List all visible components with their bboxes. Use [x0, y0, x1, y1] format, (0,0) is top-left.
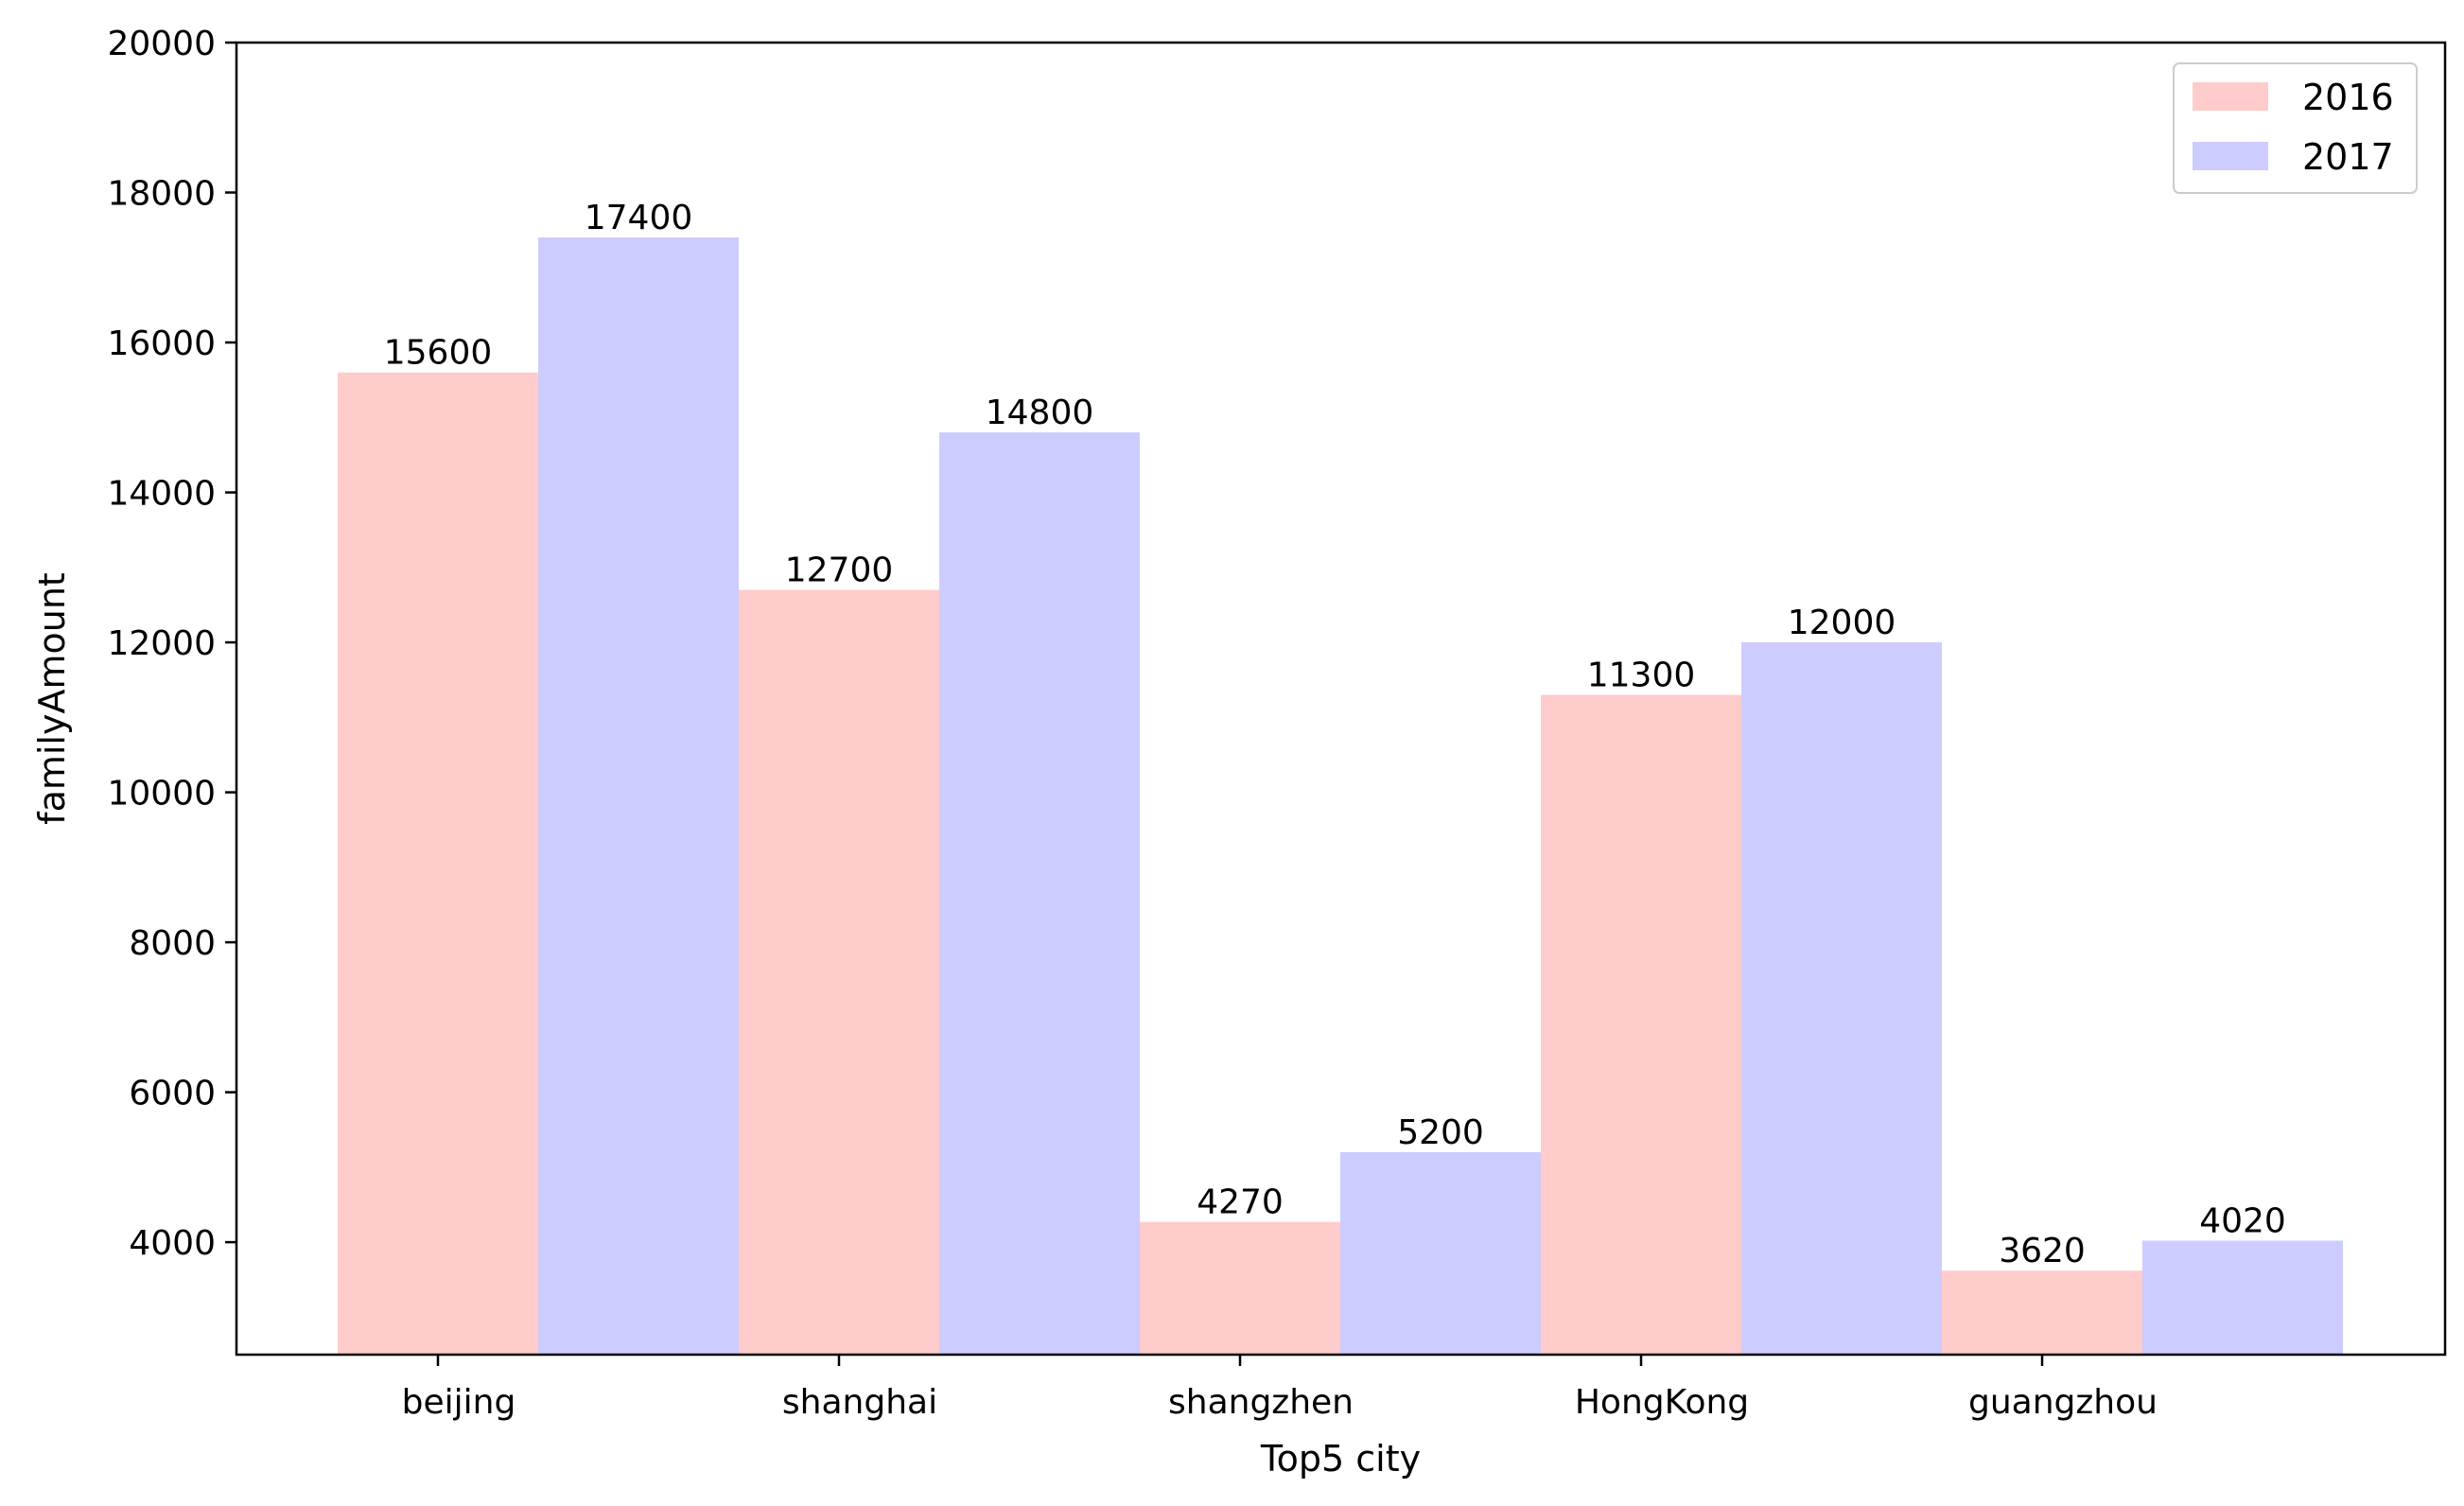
bar-value-label: 5200 — [1397, 1113, 1484, 1152]
bar-2017-HongKong — [1741, 642, 1942, 1355]
bar-value-label: 17400 — [585, 199, 693, 237]
bar-value-label: 4270 — [1197, 1183, 1284, 1222]
y-tick-label: 10000 — [107, 775, 216, 814]
y-tick-label: 12000 — [107, 624, 216, 663]
x-tick-label: shangzhen — [1168, 1383, 1354, 1422]
x-axis-label: Top5 city — [1260, 1438, 1421, 1480]
bar-labels-group: 15600 17400 12700 14800 4270 5200 11300 12000 36… — [384, 199, 2286, 1270]
legend-swatch-2016 — [2193, 82, 2268, 111]
bar-value-label: 14800 — [986, 394, 1094, 432]
bar-2016-shanghai — [739, 589, 939, 1355]
y-tick-label: 18000 — [107, 175, 216, 214]
y-tick-label: 14000 — [107, 475, 216, 514]
bar-2017-guangzhou — [2142, 1240, 2343, 1355]
bars-group — [338, 237, 2343, 1355]
y-tick-label: 8000 — [129, 924, 216, 963]
x-axis-ticks: beijing shanghai shangzhen HongKong guangzho… — [402, 1355, 2158, 1422]
bar-value-label: 11300 — [1587, 657, 1696, 695]
bar-value-label: 4020 — [2199, 1202, 2286, 1241]
legend-label: 2016 — [2302, 77, 2394, 118]
legend-swatch-2017 — [2193, 142, 2268, 170]
y-tick-label: 6000 — [129, 1075, 216, 1113]
legend-label: 2017 — [2302, 136, 2394, 178]
y-axis-ticks: 4000 6000 8000 10000 12000 14000 16000 18000 200… — [107, 25, 236, 1263]
x-tick-label: beijing — [402, 1383, 516, 1422]
plot-area-frame — [235, 41, 2447, 1357]
bar-value-label: 12700 — [785, 552, 894, 590]
bar-value-label: 3620 — [1999, 1232, 2086, 1270]
bar-value-label: 15600 — [384, 334, 493, 373]
bar-2016-guangzhou — [1942, 1270, 2142, 1355]
x-tick-label: shanghai — [782, 1383, 937, 1422]
bar-2017-shangzhen — [1340, 1152, 1541, 1355]
y-tick-label: 16000 — [107, 324, 216, 363]
x-tick-label: guangzhou — [1968, 1383, 2158, 1422]
x-tick-label: HongKong — [1575, 1383, 1749, 1422]
bar-2017-beijing — [538, 237, 739, 1355]
bar-2017-shanghai — [939, 432, 1140, 1355]
bar-2016-beijing — [338, 372, 538, 1355]
bar-2016-HongKong — [1541, 694, 1741, 1355]
y-tick-label: 4000 — [129, 1224, 216, 1263]
legend: 2016 2017 — [2173, 62, 2418, 194]
bar-2016-shangzhen — [1140, 1221, 1340, 1355]
bar-value-label: 12000 — [1788, 604, 1896, 642]
y-axis-label: familyAmount — [31, 572, 73, 825]
y-tick-label: 20000 — [107, 25, 216, 63]
